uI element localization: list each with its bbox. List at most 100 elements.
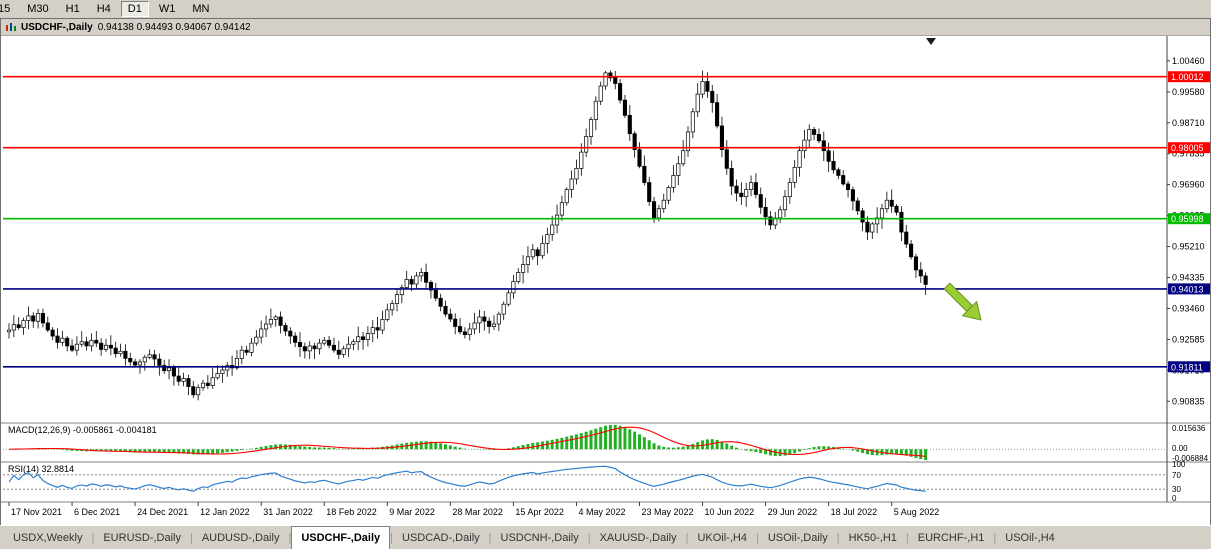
chart-icon	[6, 23, 16, 31]
candle	[559, 202, 564, 216]
tab-divider: |	[189, 531, 193, 544]
svg-text:15 Apr 2022: 15 Apr 2022	[515, 507, 564, 517]
chart-title-bar: USDCHF-,Daily 0.94138 0.94493 0.94067 0.…	[1, 19, 1210, 36]
candle	[467, 328, 472, 335]
timeframe-button-15[interactable]: 15	[0, 3, 11, 15]
svg-text:0.93460: 0.93460	[1172, 303, 1205, 313]
arrow-object[interactable]	[940, 279, 988, 327]
candle	[506, 292, 511, 305]
chart-canvas[interactable]: 1.004600.995800.987100.978350.969600.960…	[1, 36, 1210, 526]
candle	[530, 249, 535, 258]
tab-xauusd-daily[interactable]: XAUUSD-,Daily	[599, 531, 677, 544]
timeframe-button-h4[interactable]: H4	[96, 3, 111, 15]
candle	[778, 209, 783, 219]
candle	[588, 119, 594, 137]
tab-eurchf-h1[interactable]: EURCHF-,H1	[917, 531, 985, 544]
svg-text:0.00: 0.00	[1172, 444, 1188, 453]
tab-usdcnh-daily[interactable]: USDCNH-,Daily	[500, 531, 579, 544]
bottom-tab-bar: USDX,Weekly | EURUSD-,Daily | AUDUSD-,Daily |…	[0, 525, 1211, 549]
candle	[443, 305, 448, 315]
price-tag-0.91811[interactable]: 0.91811	[1168, 361, 1210, 373]
candle	[45, 322, 50, 331]
tab-usoil-h4[interactable]: USOil-,H4	[1005, 531, 1055, 544]
candle	[365, 333, 370, 340]
candle	[748, 182, 754, 190]
timeframe-button-d1[interactable]: D1	[120, 1, 149, 17]
tab-hk50-h1[interactable]: HK50-,H1	[848, 531, 897, 544]
candle	[681, 150, 686, 165]
svg-text:100: 100	[1172, 460, 1186, 469]
candle	[724, 149, 729, 169]
candle	[715, 102, 720, 127]
candlestick-series	[6, 70, 928, 401]
svg-text:0.94335: 0.94335	[1172, 273, 1205, 283]
candle	[380, 319, 385, 331]
candle	[845, 183, 851, 190]
price-tag-1.00012[interactable]: 1.00012	[1168, 71, 1210, 83]
svg-text:5 Aug 2022: 5 Aug 2022	[894, 507, 940, 517]
candle	[758, 194, 763, 208]
candle	[11, 324, 16, 331]
candle	[385, 309, 390, 320]
tab-usdchf-daily[interactable]: USDCHF-,Daily	[291, 526, 391, 549]
tab-ukoil-h4[interactable]: UKOil-,H4	[697, 531, 747, 544]
candle	[719, 125, 725, 150]
candle	[89, 339, 94, 347]
candle	[346, 343, 351, 350]
price-tag-0.98005[interactable]: 0.98005	[1168, 142, 1210, 154]
timeframe-button-w1[interactable]: W1	[158, 3, 176, 15]
candle	[690, 111, 695, 133]
candle	[123, 350, 128, 359]
svg-text:10 Jun 2022: 10 Jun 2022	[705, 507, 755, 517]
candle	[661, 199, 666, 210]
candle	[428, 281, 434, 291]
candle	[802, 139, 807, 152]
time-axis[interactable]: 17 Nov 2021 6 Dec 2021 24 Dec 2021 12 Jan 2…	[8, 502, 940, 517]
candle	[472, 322, 477, 330]
timeframe-button-h1[interactable]: H1	[65, 3, 80, 15]
svg-text:0.95998: 0.95998	[1171, 214, 1204, 224]
tab-eurusd-daily[interactable]: EURUSD-,Daily	[103, 531, 181, 544]
candle	[918, 269, 923, 277]
candle	[399, 287, 404, 296]
timeframe-toolbar: 15 M30 H1 H4 D1 W1 MN	[0, 0, 1211, 19]
candle	[327, 339, 332, 346]
candle	[622, 99, 628, 116]
candle	[710, 90, 715, 103]
candle	[249, 342, 254, 353]
price-tag-0.95998[interactable]: 0.95998	[1168, 213, 1210, 225]
candle	[535, 249, 540, 257]
candle	[579, 151, 584, 169]
candle	[438, 297, 443, 307]
candle	[739, 192, 744, 198]
candle	[351, 341, 356, 345]
candle	[598, 85, 603, 102]
candle	[31, 315, 36, 322]
chart-shift-marker[interactable]	[926, 38, 936, 45]
candle	[448, 313, 453, 320]
candle	[462, 331, 467, 335]
svg-text:0.96960: 0.96960	[1172, 180, 1205, 190]
tab-usdcad-daily[interactable]: USDCAD-,Daily	[402, 531, 480, 544]
svg-text:24 Dec 2021: 24 Dec 2021	[137, 507, 188, 517]
svg-text:0.92585: 0.92585	[1172, 334, 1205, 344]
candle	[210, 377, 215, 386]
candle	[273, 316, 278, 320]
candle	[288, 330, 293, 337]
tab-usdx-weekly[interactable]: USDX,Weekly	[13, 531, 83, 544]
price-tag-0.94013[interactable]: 0.94013	[1168, 283, 1210, 295]
candle	[787, 182, 792, 198]
timeframe-button-m30[interactable]: M30	[27, 3, 49, 15]
tab-audusd-daily[interactable]: AUDUSD-,Daily	[201, 531, 280, 544]
candle	[477, 316, 482, 324]
svg-text:4 May 2022: 4 May 2022	[578, 507, 625, 517]
chart-window: USDCHF-,Daily 0.94138 0.94493 0.94067 0.…	[0, 18, 1211, 528]
macd-signal-line	[8, 426, 926, 457]
candle	[317, 342, 322, 350]
candle	[792, 166, 797, 183]
timeframe-button-mn[interactable]: MN	[192, 3, 210, 15]
tab-usoil-daily[interactable]: USOil-,Daily	[767, 531, 828, 544]
candle	[283, 325, 288, 332]
candle	[133, 361, 138, 366]
candle	[496, 313, 501, 325]
